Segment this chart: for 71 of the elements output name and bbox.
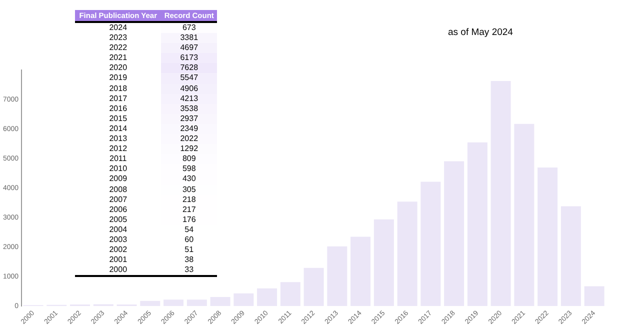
- bar: [584, 286, 604, 306]
- y-tick-label: 2012: [108, 144, 128, 154]
- data-label: 2022: [161, 134, 217, 144]
- y-tick-label: 2005: [108, 214, 128, 225]
- y-tick-label: 2011: [108, 154, 128, 164]
- bar: [327, 246, 348, 306]
- data-label: 809: [161, 154, 217, 164]
- data-label: 2937: [161, 114, 217, 124]
- bar: [420, 182, 441, 306]
- y-tick-label: 2008: [108, 184, 128, 195]
- bar: [280, 282, 300, 306]
- bar: [374, 219, 394, 306]
- y-tick-label: 2010: [108, 164, 128, 174]
- bar: [257, 288, 278, 306]
- data-label: 1292: [161, 144, 217, 154]
- data-label: 51: [184, 245, 195, 256]
- y-tick-label: 2003: [108, 234, 128, 246]
- data-label: 598: [161, 164, 217, 174]
- y-tick-label: 2009: [108, 174, 128, 184]
- bar: [538, 167, 558, 306]
- y-tick-label: 2020: [108, 63, 128, 74]
- bar: [444, 161, 464, 306]
- data-label: 38: [184, 255, 195, 266]
- y-tick-label: 2004: [108, 224, 128, 235]
- data-label: 60: [184, 234, 195, 246]
- data-label: 33: [161, 265, 217, 276]
- bar: [490, 80, 511, 306]
- data-label: 4213: [161, 94, 217, 104]
- bar: [164, 300, 184, 306]
- y-tick-label: 2013: [108, 134, 128, 144]
- data-label: 305: [161, 184, 217, 195]
- bar: [560, 206, 581, 306]
- y-tick-label: 2024: [108, 22, 128, 34]
- data-label: 673: [161, 22, 217, 34]
- data-label: 3538: [161, 104, 217, 114]
- data-label: 430: [161, 174, 217, 184]
- bar: [210, 297, 230, 306]
- y-tick-label: 2016: [108, 104, 128, 114]
- bar: [467, 142, 488, 306]
- bar: [186, 300, 207, 306]
- bar: [350, 236, 371, 306]
- y-tick-label: 2000: [75, 265, 162, 276]
- y-tick-label: 2007: [108, 194, 128, 205]
- data-label: 3381: [161, 33, 217, 44]
- data-label: 4697: [161, 43, 217, 54]
- data-label: 2349: [161, 124, 217, 134]
- y-tick-label: 2015: [108, 114, 128, 124]
- bar: [397, 202, 418, 306]
- y-tick-label: 2014: [108, 124, 128, 134]
- data-label: 176: [161, 214, 217, 225]
- data-label: 5547: [161, 73, 217, 84]
- data-label: 4906: [161, 84, 217, 94]
- bar: [304, 268, 324, 306]
- y-tick-label: 2023: [108, 33, 128, 44]
- bar: [514, 124, 534, 306]
- y-tick-label: 2002: [108, 245, 128, 256]
- data-label: 7628: [161, 63, 217, 74]
- y-tick-label: 2018: [108, 84, 128, 94]
- text: as of May 2024: [448, 26, 514, 39]
- data-label: 217: [161, 204, 217, 215]
- y-tick-label: 2019: [108, 73, 128, 84]
- data-label: 218: [161, 194, 217, 205]
- y-tick-label: 2022: [108, 43, 128, 54]
- y-tick-label: 2001: [108, 255, 128, 266]
- y-tick-label: 2017: [108, 94, 128, 104]
- y-tick-label: 2006: [108, 204, 128, 215]
- bar: [234, 293, 254, 306]
- y-tick-label: 2021: [108, 53, 128, 64]
- data-label: 6173: [161, 53, 217, 64]
- data-label: 54: [184, 224, 195, 235]
- bar: [140, 300, 160, 306]
